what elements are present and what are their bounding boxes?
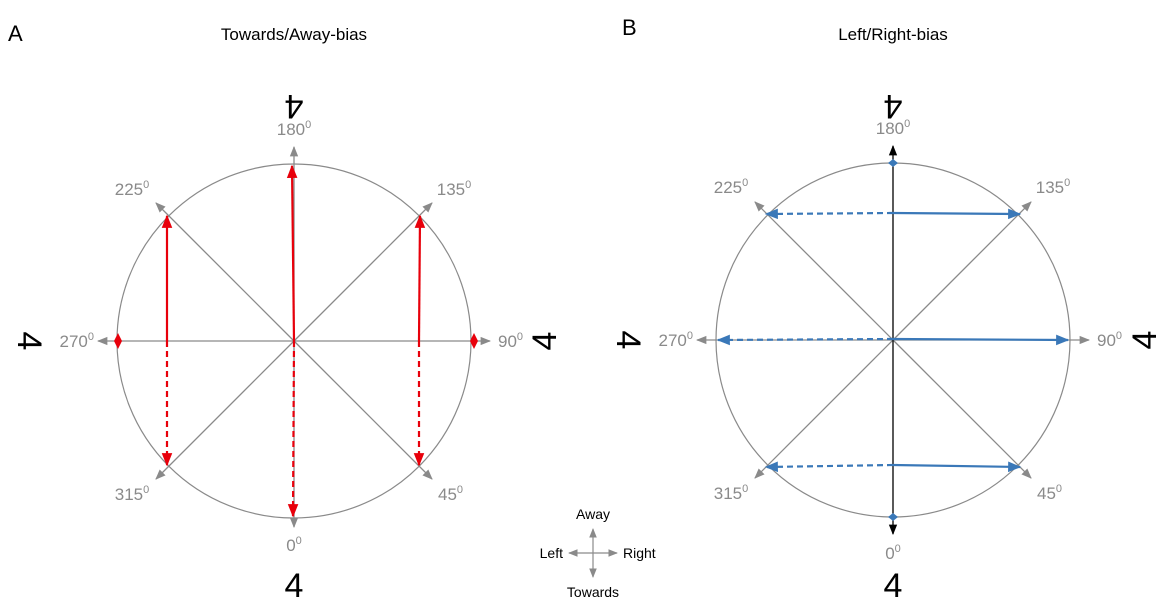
panel-a-title: Towards/Away-bias xyxy=(221,25,367,44)
panel-b-angle-315: 3150 xyxy=(714,483,749,503)
panel-a-digit-top: 4 xyxy=(285,87,304,125)
panel-b-digit-right: 4 xyxy=(1126,331,1162,350)
legend-towards: Towards xyxy=(567,584,619,600)
legend-left: Left xyxy=(540,545,563,561)
panel-b-letter: B xyxy=(622,15,637,40)
panel-a-angle-225: 2250 xyxy=(115,179,150,199)
panel-a-angle-270: 2700 xyxy=(60,331,95,351)
panel-b-angle-180: 1800 xyxy=(876,118,911,138)
panel-b-angle-45: 450 xyxy=(1037,483,1062,503)
panel-a-bias-arrows xyxy=(161,164,426,518)
panel-a-diamond-left xyxy=(114,333,122,349)
panel-a-angle-180: 1800 xyxy=(277,119,312,139)
panel-b-diamond-bottom xyxy=(888,513,898,521)
panel-a: A Towards/Away-bias 1800 1350 900 xyxy=(8,21,564,600)
panel-a-angle-315: 3150 xyxy=(115,484,150,504)
panel-a-bias-center-dashed xyxy=(287,340,299,518)
panel-b-bias-mid-dashed xyxy=(716,334,894,346)
panel-a-digit-left: 4 xyxy=(10,332,48,351)
panel-a-digit-right: 4 xyxy=(526,332,564,351)
direction-legend: Away Towards Left Right xyxy=(540,506,656,600)
panel-b-digit-bottom: 4 xyxy=(884,567,903,600)
panel-b-bias-bottom-solid xyxy=(892,461,1022,473)
panel-a-angle-90: 900 xyxy=(498,331,523,351)
panel-a-angle-45: 450 xyxy=(438,484,463,504)
panel-b-digit-left: 4 xyxy=(609,331,647,350)
panel-b-angle-270: 2700 xyxy=(659,330,694,350)
panel-a-diamond-right xyxy=(470,333,478,349)
panel-a-axis-45 xyxy=(293,340,433,480)
panel-b-bias-arrows xyxy=(716,208,1070,473)
panel-b-bias-mid-solid xyxy=(892,334,1070,346)
panel-b-angle-135: 1350 xyxy=(1036,177,1071,197)
panel-b-title: Left/Right-bias xyxy=(838,25,948,44)
panel-b-angle-90: 900 xyxy=(1097,330,1122,350)
panel-a-bias-right-solid xyxy=(414,214,426,342)
panel-b-angle-0: 00 xyxy=(885,543,901,563)
panel-a-digit-bottom: 4 xyxy=(285,567,304,600)
panel-a-axis-315 xyxy=(155,340,295,480)
panel-a-angle-0: 00 xyxy=(286,535,302,555)
panel-b-axis-135 xyxy=(892,201,1032,341)
legend-right: Right xyxy=(623,545,656,561)
panel-b-angle-225: 2250 xyxy=(714,177,749,197)
panel-b-axis-315 xyxy=(754,339,894,479)
panel-b-bias-bottom-dashed xyxy=(764,461,894,473)
panel-b-axis-225 xyxy=(754,201,894,341)
panel-b-axis-45 xyxy=(892,339,1032,479)
panel-b-bias-top-dashed xyxy=(764,208,894,220)
panel-a-angle-135: 1350 xyxy=(437,179,472,199)
panel-b: B Left/Right-bias 1800 1350 xyxy=(609,15,1162,600)
panel-a-letter: A xyxy=(8,21,23,46)
panel-a-axis-135 xyxy=(293,202,433,342)
panel-a-bias-center-solid xyxy=(286,164,298,342)
panel-a-axis-225 xyxy=(155,202,295,342)
legend-away: Away xyxy=(576,506,610,522)
panel-b-digit-top: 4 xyxy=(884,87,903,125)
panel-b-bias-top-solid xyxy=(892,208,1022,220)
panel-b-diamond-top xyxy=(888,159,898,167)
